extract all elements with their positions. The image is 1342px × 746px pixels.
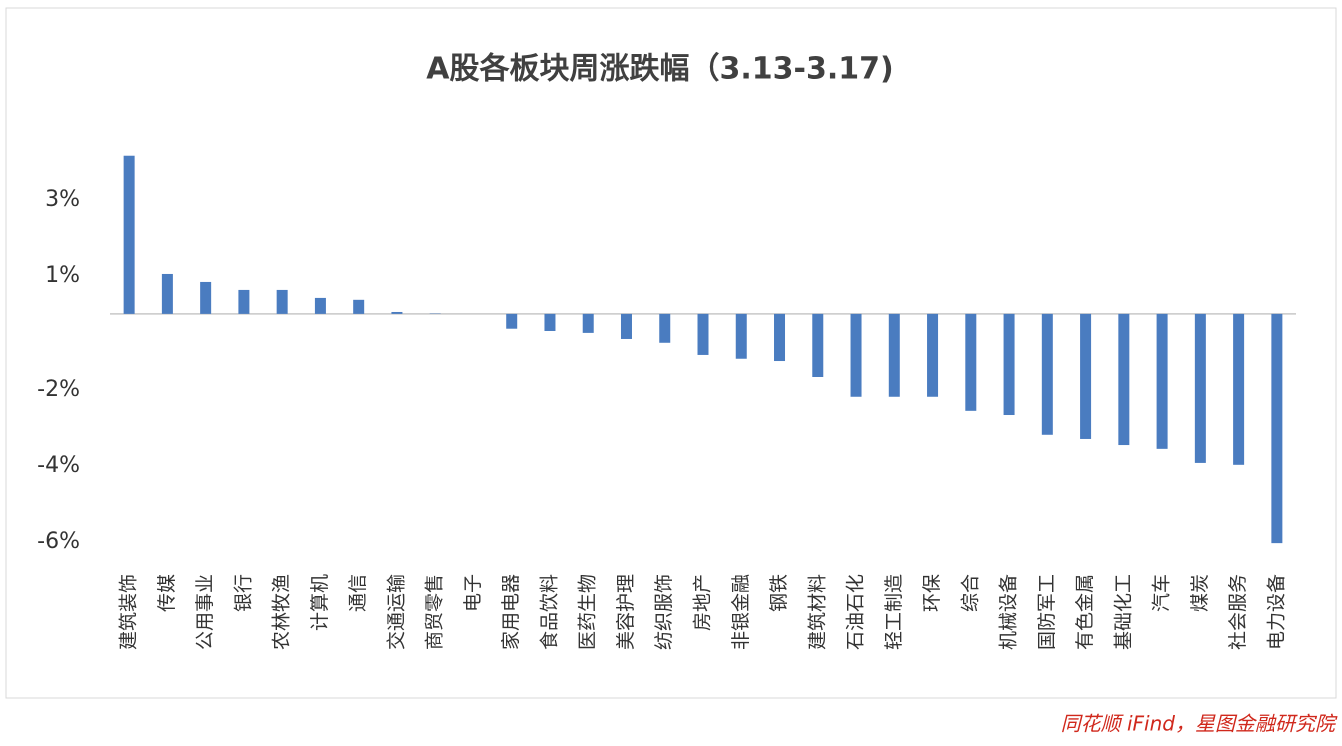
bar	[620, 313, 632, 339]
bar	[200, 281, 212, 314]
bar	[888, 313, 900, 397]
x-tick-label: 汽车	[1151, 574, 1173, 612]
bar	[506, 313, 518, 329]
y-tick-label: 1%	[45, 263, 80, 288]
x-tick-label: 计算机	[309, 574, 331, 631]
x-tick-label: 美容护理	[615, 574, 637, 650]
y-tick-label: -6%	[37, 529, 80, 554]
bar	[965, 313, 977, 411]
x-tick-label: 银行	[232, 574, 254, 612]
x-tick-label: 农林牧渔	[271, 574, 293, 650]
chart-frame	[5, 7, 1337, 699]
x-tick-label: 商贸零售	[424, 574, 446, 650]
x-tick-label: 食品饮料	[538, 574, 560, 650]
x-tick-label: 综合	[959, 574, 981, 612]
y-tick-label: 3%	[45, 187, 80, 212]
x-tick-label: 机械设备	[998, 574, 1020, 650]
bar	[927, 313, 939, 397]
bar	[1118, 313, 1130, 446]
y-tick-label: -2%	[37, 377, 80, 402]
bar	[276, 289, 288, 314]
x-tick-label: 建筑材料	[806, 574, 828, 650]
x-tick-label: 社会服务	[1227, 574, 1249, 650]
x-tick-label: 有色金属	[1074, 574, 1096, 650]
y-tick-label: -4%	[37, 453, 80, 478]
x-tick-label: 房地产	[692, 574, 714, 631]
x-tick-label: 家用电器	[500, 574, 522, 650]
x-tick-label: 基础化工	[1112, 574, 1134, 650]
bar	[391, 311, 403, 314]
x-tick-label: 电力设备	[1265, 574, 1287, 650]
x-tick-label: 煤炭	[1189, 574, 1211, 612]
bar	[1080, 313, 1092, 439]
bar	[659, 313, 671, 343]
x-tick-label: 建筑装饰	[118, 574, 140, 650]
bar	[774, 313, 786, 362]
x-tick-label: 环保	[921, 574, 943, 612]
bar	[238, 289, 250, 314]
bar	[697, 313, 709, 355]
bar	[353, 299, 365, 314]
bar	[812, 313, 824, 377]
x-tick-label: 医药生物	[577, 574, 599, 650]
x-tick-label: 传媒	[156, 574, 178, 612]
bar	[314, 297, 326, 314]
bar	[1003, 313, 1015, 416]
bar	[1271, 313, 1283, 544]
x-tick-label: 通信	[347, 574, 369, 612]
bar	[1041, 313, 1053, 435]
x-tick-label: 公用事业	[194, 574, 216, 650]
x-tick-label: 交通运输	[385, 574, 407, 650]
bar	[123, 155, 135, 314]
bar	[850, 313, 862, 397]
x-tick-label: 纺织服饰	[653, 574, 675, 650]
bar	[1156, 313, 1168, 449]
source-note: 同花顺 iFind，星图金融研究院	[1061, 712, 1338, 736]
x-tick-label: 国防军工	[1036, 574, 1058, 650]
x-tick-label: 石油石化	[845, 574, 867, 650]
bar	[1194, 313, 1206, 463]
chart-title: A股各板块周涨跌幅（3.13-3.17)	[426, 52, 893, 87]
bar	[161, 273, 173, 314]
x-tick-label: 轻工制造	[883, 574, 905, 650]
x-tick-label: 钢铁	[768, 574, 790, 612]
bar	[1233, 313, 1245, 465]
bar	[735, 313, 747, 359]
x-tick-label: 电子	[462, 574, 484, 612]
bar	[544, 313, 556, 331]
x-tick-label: 非银金融	[730, 574, 752, 650]
bar	[582, 313, 594, 333]
